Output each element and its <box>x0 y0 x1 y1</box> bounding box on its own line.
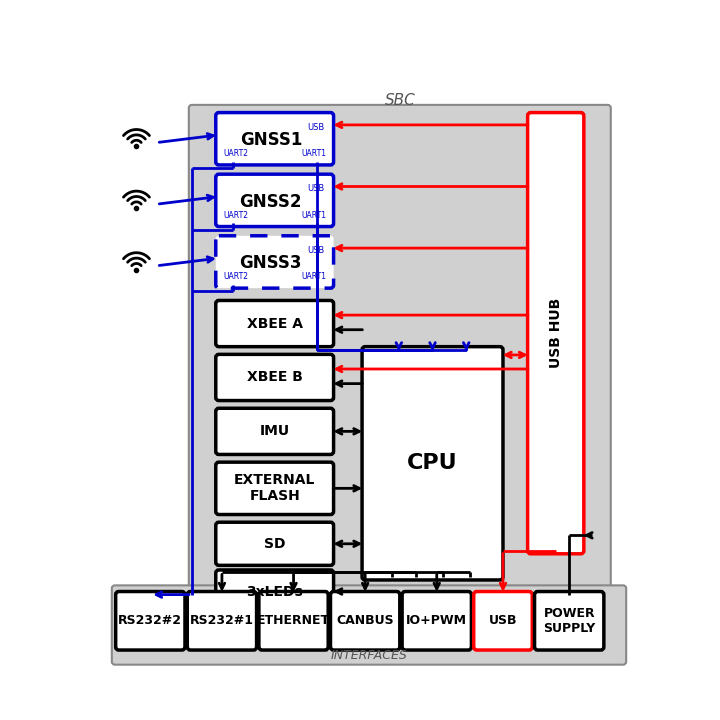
FancyBboxPatch shape <box>112 585 626 665</box>
Text: USB: USB <box>307 246 324 255</box>
FancyBboxPatch shape <box>259 592 328 650</box>
Text: GNSS1: GNSS1 <box>240 131 302 149</box>
FancyBboxPatch shape <box>216 462 333 515</box>
Text: 3xLEDs: 3xLEDs <box>246 585 303 598</box>
FancyBboxPatch shape <box>528 112 584 554</box>
FancyBboxPatch shape <box>216 235 333 288</box>
FancyBboxPatch shape <box>474 592 532 650</box>
FancyBboxPatch shape <box>534 592 604 650</box>
Text: XBEE B: XBEE B <box>247 371 302 384</box>
Text: SD: SD <box>264 537 285 551</box>
Text: GNSS3: GNSS3 <box>240 254 302 272</box>
Text: IO+PWM: IO+PWM <box>406 614 467 627</box>
Text: CPU: CPU <box>408 454 458 473</box>
FancyBboxPatch shape <box>216 354 333 400</box>
Text: USB: USB <box>307 184 324 193</box>
FancyBboxPatch shape <box>216 408 333 454</box>
FancyBboxPatch shape <box>330 592 400 650</box>
Text: UART2: UART2 <box>223 149 248 158</box>
Text: USB: USB <box>489 614 517 627</box>
Text: RS232#2: RS232#2 <box>118 614 182 627</box>
Text: IMU: IMU <box>260 424 289 438</box>
Text: XBEE A: XBEE A <box>247 317 302 330</box>
Text: GNSS2: GNSS2 <box>240 193 302 211</box>
Text: ETHERNET: ETHERNET <box>257 614 330 627</box>
FancyBboxPatch shape <box>216 174 333 227</box>
Text: SBC: SBC <box>384 93 415 108</box>
Text: UART1: UART1 <box>301 149 326 158</box>
Text: UART2: UART2 <box>223 211 248 220</box>
FancyBboxPatch shape <box>216 522 333 565</box>
Text: USB: USB <box>307 122 324 132</box>
Text: UART1: UART1 <box>301 272 326 282</box>
FancyBboxPatch shape <box>216 112 333 165</box>
Text: UART2: UART2 <box>223 272 248 282</box>
Text: EXTERNAL
FLASH: EXTERNAL FLASH <box>234 473 315 503</box>
Text: UART1: UART1 <box>301 211 326 220</box>
FancyBboxPatch shape <box>216 570 333 613</box>
FancyBboxPatch shape <box>187 592 256 650</box>
Text: USB HUB: USB HUB <box>549 298 563 369</box>
FancyBboxPatch shape <box>362 346 503 580</box>
Text: RS232#1: RS232#1 <box>190 614 254 627</box>
FancyBboxPatch shape <box>216 300 333 346</box>
FancyBboxPatch shape <box>116 592 185 650</box>
FancyBboxPatch shape <box>189 105 611 588</box>
Text: INTERFACES: INTERFACES <box>330 649 408 662</box>
Text: CANBUS: CANBUS <box>336 614 394 627</box>
Text: POWER
SUPPLY: POWER SUPPLY <box>543 607 595 635</box>
FancyBboxPatch shape <box>402 592 472 650</box>
